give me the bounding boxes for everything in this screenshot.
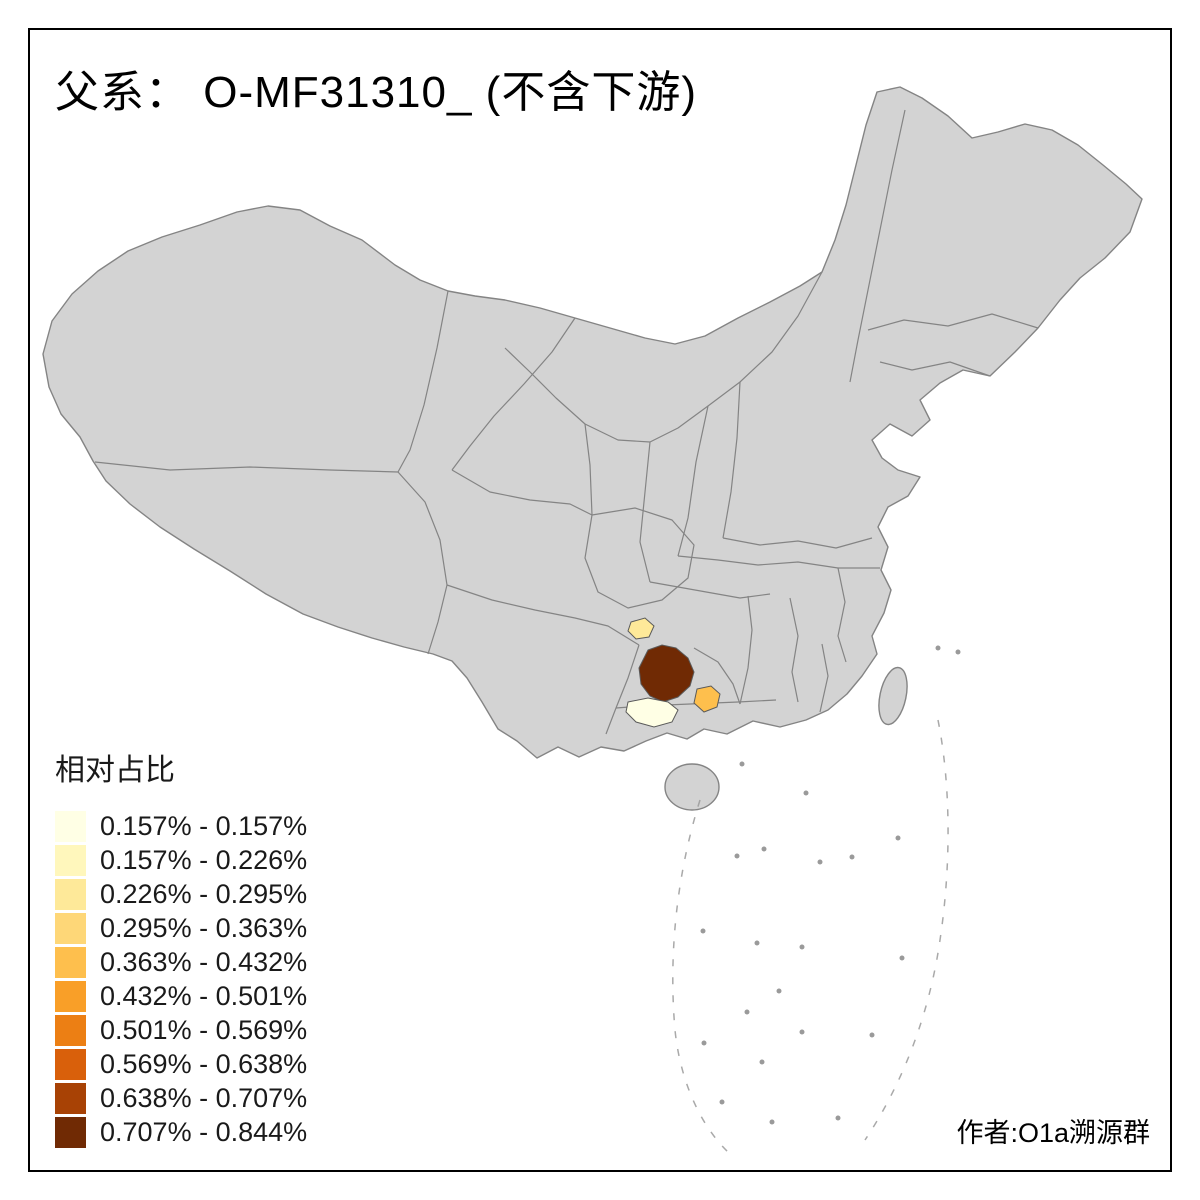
- legend-swatch: [55, 878, 86, 910]
- mainland-outline: [42, 86, 1143, 759]
- legend-item: 0.226% - 0.295%: [55, 877, 307, 911]
- legend-label: 0.226% - 0.295%: [100, 878, 308, 909]
- legend-swatch: [55, 810, 86, 842]
- choropleth-region-darkest: [638, 644, 695, 703]
- figure-title: 父系： O-MF31310_ (不含下游): [55, 68, 697, 117]
- legend-title: 相对占比: [55, 754, 175, 787]
- legend-swatch: [55, 946, 86, 978]
- choropleth-region-orange: [693, 685, 721, 713]
- legend-swatch: [55, 980, 86, 1012]
- legend-label: 0.501% - 0.569%: [100, 1014, 308, 1045]
- legend-item: 0.157% - 0.226%: [55, 843, 307, 877]
- sea-islets: [700, 645, 961, 1125]
- legend-swatch: [55, 1048, 86, 1080]
- legend-item: 0.501% - 0.569%: [55, 1013, 307, 1047]
- legend-item: 0.157% - 0.157%: [55, 809, 307, 843]
- legend-swatch: [55, 844, 86, 876]
- legend-swatch: [55, 1082, 86, 1114]
- author-credit: 作者:O1a溯源群: [956, 1118, 1150, 1148]
- legend-item: 0.569% - 0.638%: [55, 1047, 307, 1081]
- legend-label: 0.295% - 0.363%: [100, 912, 308, 943]
- sea-dash-line: [672, 719, 949, 1153]
- land-group: [42, 86, 1143, 811]
- legend-swatch: [55, 912, 86, 944]
- legend-label: 0.432% - 0.501%: [100, 980, 308, 1011]
- legend-item: 0.638% - 0.707%: [55, 1081, 307, 1115]
- legend-swatch: [55, 1014, 86, 1046]
- legend-label: 0.569% - 0.638%: [100, 1048, 308, 1079]
- province-borders: [94, 109, 1039, 735]
- legend-label: 0.157% - 0.157%: [100, 810, 308, 841]
- legend-label: 0.638% - 0.707%: [100, 1082, 308, 1113]
- choropleth-regions: [625, 617, 721, 728]
- hainan-island: [664, 763, 720, 811]
- legend-label: 0.363% - 0.432%: [100, 946, 308, 977]
- legend-item: 0.432% - 0.501%: [55, 979, 307, 1013]
- legend-item: 0.295% - 0.363%: [55, 911, 307, 945]
- choropleth-region-light-yellow: [627, 617, 655, 640]
- legend-label: 0.157% - 0.226%: [100, 844, 308, 875]
- legend-item: 0.707% - 0.844%: [55, 1115, 307, 1149]
- choropleth-region-palest: [625, 697, 679, 728]
- legend-items: 0.157% - 0.157% 0.157% - 0.226% 0.226% - 0…: [55, 809, 307, 1149]
- legend-item: 0.363% - 0.432%: [55, 945, 307, 979]
- legend-label: 0.707% - 0.844%: [100, 1116, 308, 1147]
- legend: 相对占比 0.157% - 0.157% 0.157% - 0.226% 0.226…: [55, 745, 307, 1149]
- legend-swatch: [55, 1116, 86, 1148]
- taiwan-island: [878, 666, 908, 726]
